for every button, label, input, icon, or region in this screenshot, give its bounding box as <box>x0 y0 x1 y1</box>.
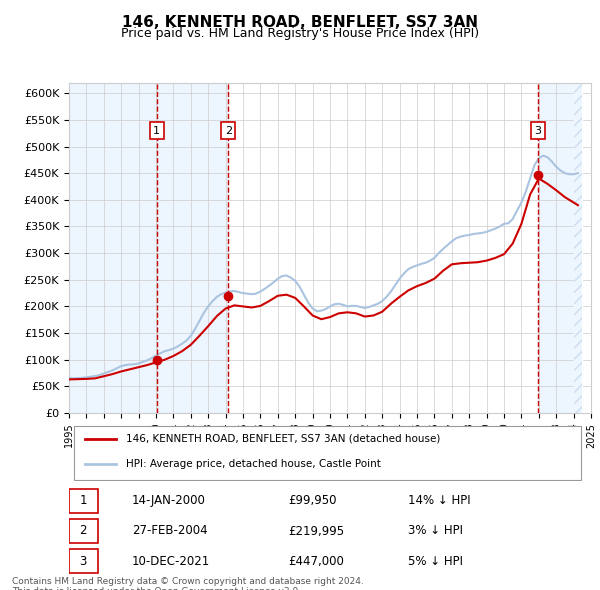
Text: 146, KENNETH ROAD, BENFLEET, SS7 3AN (detached house): 146, KENNETH ROAD, BENFLEET, SS7 3AN (de… <box>127 434 441 444</box>
Text: 146, KENNETH ROAD, BENFLEET, SS7 3AN: 146, KENNETH ROAD, BENFLEET, SS7 3AN <box>122 15 478 30</box>
Bar <box>69 83 157 413</box>
Text: HPI: Average price, detached house, Castle Point: HPI: Average price, detached house, Cast… <box>127 459 381 469</box>
Bar <box>538 83 582 413</box>
Text: 14-JAN-2000: 14-JAN-2000 <box>131 494 206 507</box>
Text: £99,950: £99,950 <box>288 494 337 507</box>
Text: 27-FEB-2004: 27-FEB-2004 <box>131 525 207 537</box>
FancyBboxPatch shape <box>69 519 98 543</box>
Text: 2: 2 <box>79 525 87 537</box>
Bar <box>574 83 582 413</box>
Text: 2: 2 <box>225 126 232 136</box>
Bar <box>574 83 582 413</box>
Text: Contains HM Land Registry data © Crown copyright and database right 2024.
This d: Contains HM Land Registry data © Crown c… <box>12 577 364 590</box>
FancyBboxPatch shape <box>69 489 98 513</box>
Text: 3% ↓ HPI: 3% ↓ HPI <box>409 525 463 537</box>
Text: 14% ↓ HPI: 14% ↓ HPI <box>409 494 471 507</box>
Text: £447,000: £447,000 <box>288 555 344 568</box>
Text: 3: 3 <box>79 555 87 568</box>
Text: 3: 3 <box>535 126 541 136</box>
FancyBboxPatch shape <box>69 549 98 573</box>
Text: 1: 1 <box>153 126 160 136</box>
Text: £219,995: £219,995 <box>288 525 344 537</box>
Text: 5% ↓ HPI: 5% ↓ HPI <box>409 555 463 568</box>
Bar <box>157 83 229 413</box>
Text: 1: 1 <box>79 494 87 507</box>
FancyBboxPatch shape <box>74 427 581 480</box>
Text: Price paid vs. HM Land Registry's House Price Index (HPI): Price paid vs. HM Land Registry's House … <box>121 27 479 40</box>
Text: 10-DEC-2021: 10-DEC-2021 <box>131 555 210 568</box>
